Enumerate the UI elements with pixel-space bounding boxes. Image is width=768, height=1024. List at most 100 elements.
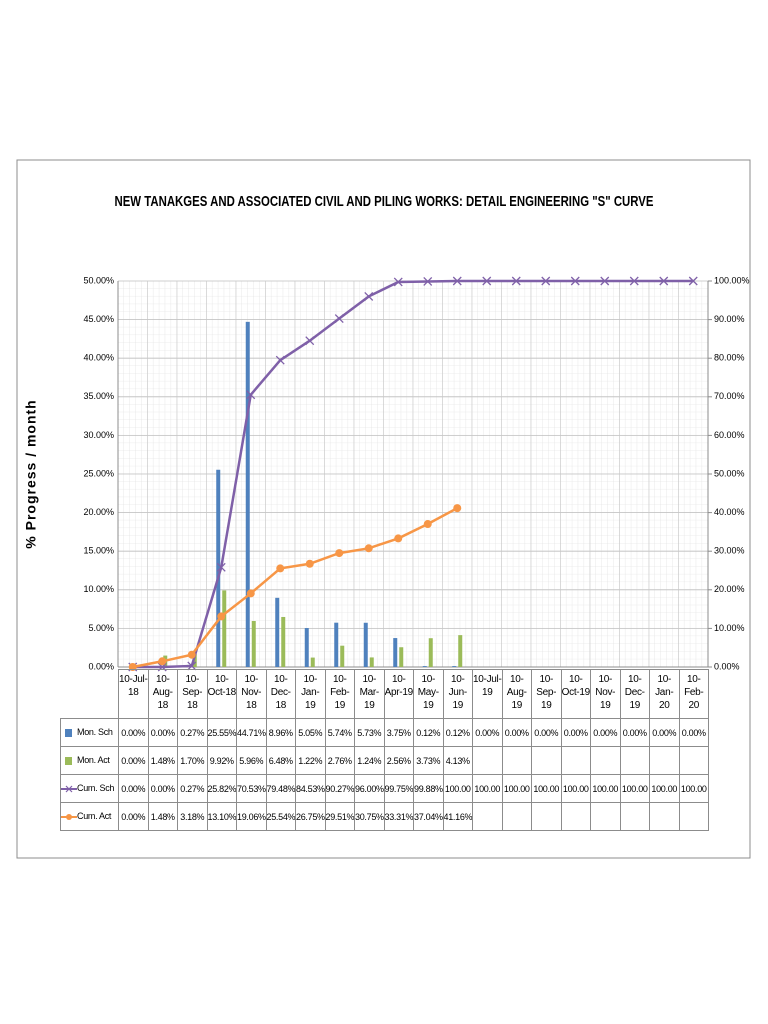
y-tick-label: 0.00% [88, 661, 114, 671]
table-cell: 44.71% [236, 718, 267, 747]
table-cell: 99.75% [383, 774, 414, 803]
legend-entry: Mon. Act [60, 746, 119, 775]
bar [458, 635, 463, 667]
y2-tick-label: 50.00% [714, 468, 745, 478]
x-tick-label: 10-Aug-18 [147, 669, 178, 719]
y2-tick-label: 90.00% [714, 314, 745, 324]
legend-key [61, 785, 77, 793]
table-cell [678, 746, 709, 775]
table-cell: 100.00 [501, 774, 532, 803]
bar [251, 620, 256, 667]
table-cell: 0.00% [501, 718, 532, 747]
line-marker [453, 504, 462, 513]
x-tick-label: 10-Sep-19 [531, 669, 562, 719]
x-tick-label: 10-Jan-20 [649, 669, 680, 719]
table-cell: 0.00% [472, 718, 503, 747]
table-cell: 1.70% [177, 746, 208, 775]
table-cell [472, 802, 503, 831]
legend-entry: Mon. Sch [60, 718, 119, 747]
line-marker [246, 390, 256, 400]
table-cell [472, 746, 503, 775]
line-marker [364, 544, 373, 553]
line-marker [688, 276, 698, 286]
table-cell: 1.48% [147, 802, 178, 831]
table-cell: 33.31% [383, 802, 414, 831]
line-marker [659, 276, 669, 286]
table-cell: 3.18% [177, 802, 208, 831]
legend-marker [66, 813, 72, 820]
table-cell: 100.00 [619, 774, 650, 803]
table-cell [560, 746, 591, 775]
table-cell: 37.04% [413, 802, 444, 831]
table-cell: 5.74% [324, 718, 355, 747]
table-cell: 0.00% [118, 746, 149, 775]
table-cell [501, 746, 532, 775]
table-cell: 4.13% [442, 746, 473, 775]
bar [452, 666, 457, 667]
y2-tick-label: 40.00% [714, 507, 745, 517]
table-cell [590, 746, 621, 775]
line [132, 279, 694, 669]
bar [222, 590, 227, 667]
bar [334, 622, 339, 667]
x-tick-label: 10-Mar-19 [354, 669, 385, 719]
line-marker [629, 276, 639, 286]
legend-key [65, 728, 72, 737]
table-cell: 0.00% [560, 718, 591, 747]
y2-tick-label: 60.00% [714, 430, 745, 440]
y-tick-label: 20.00% [83, 507, 114, 517]
table-cell: 1.48% [147, 746, 178, 775]
x-tick-label: 10-May-19 [413, 669, 444, 719]
line-marker [423, 520, 432, 529]
table-cell: 26.75% [295, 802, 326, 831]
chart-title: NEW TANAKGES AND ASSOCIATED CIVIL AND PI… [114, 193, 654, 210]
line-marker [217, 612, 226, 621]
table-cell: 2.76% [324, 746, 355, 775]
bar [304, 628, 309, 667]
table-cell: 30.75% [354, 802, 385, 831]
line-marker [216, 562, 226, 572]
table-cell: 0.00% [619, 718, 650, 747]
table-cell: 3.75% [383, 718, 414, 747]
table-cell: 1.24% [354, 746, 385, 775]
line-marker [187, 650, 196, 659]
table-cell: 100.00 [590, 774, 621, 803]
y2-tick-label: 70.00% [714, 391, 745, 401]
table-cell: 100.00 [531, 774, 562, 803]
table-cell: 13.10% [206, 802, 237, 831]
legend-label: Mon. Sch [77, 727, 113, 738]
table-cell: 5.73% [354, 718, 385, 747]
table-row: Cum. Act 0.00% 1.48% 3.18% 13.10% 19.06% 25.54… [60, 802, 709, 831]
line-marker [394, 534, 403, 543]
table-cell: 0.12% [442, 718, 473, 747]
table-row: Cum. Sch 0.00% 0.00% 0.27% 25.82% 70.53% 79.48… [60, 774, 709, 803]
table-cell: 100.00 [649, 774, 680, 803]
bar [428, 638, 433, 667]
legend-key [65, 756, 72, 765]
table-cell: 5.96% [236, 746, 267, 775]
table-cell: 0.00% [649, 718, 680, 747]
bar [245, 321, 250, 667]
table-cell [501, 802, 532, 831]
line-marker [364, 291, 374, 301]
y-tick-label: 40.00% [83, 353, 114, 363]
table-cell: 19.06% [236, 802, 267, 831]
bar [216, 469, 221, 667]
line-marker [393, 277, 403, 287]
table-row: Mon. Sch 0.00% 0.00% 0.27% 25.55% 44.71% 8.96%… [60, 718, 709, 747]
data-table: 10-Jul-18 10-Aug-18 10-Sep-18 10-Oct-18 10-N… [60, 669, 709, 831]
x-tick-label: 10-Jan-19 [295, 669, 326, 719]
legend-label: Cum. Sch [77, 783, 115, 794]
legend-swatch [65, 756, 72, 765]
table-cell: 100.00 [442, 774, 473, 803]
table-cell: 25.54% [265, 802, 296, 831]
table-cell [678, 802, 709, 831]
bar [340, 645, 345, 667]
table-cell: 96.00% [354, 774, 385, 803]
line-marker [334, 314, 344, 324]
line-marker [452, 276, 462, 286]
bar [310, 657, 315, 667]
line-marker [187, 661, 197, 671]
table-cell: 0.27% [177, 774, 208, 803]
x-tick-label: 10-Nov-18 [236, 669, 267, 719]
